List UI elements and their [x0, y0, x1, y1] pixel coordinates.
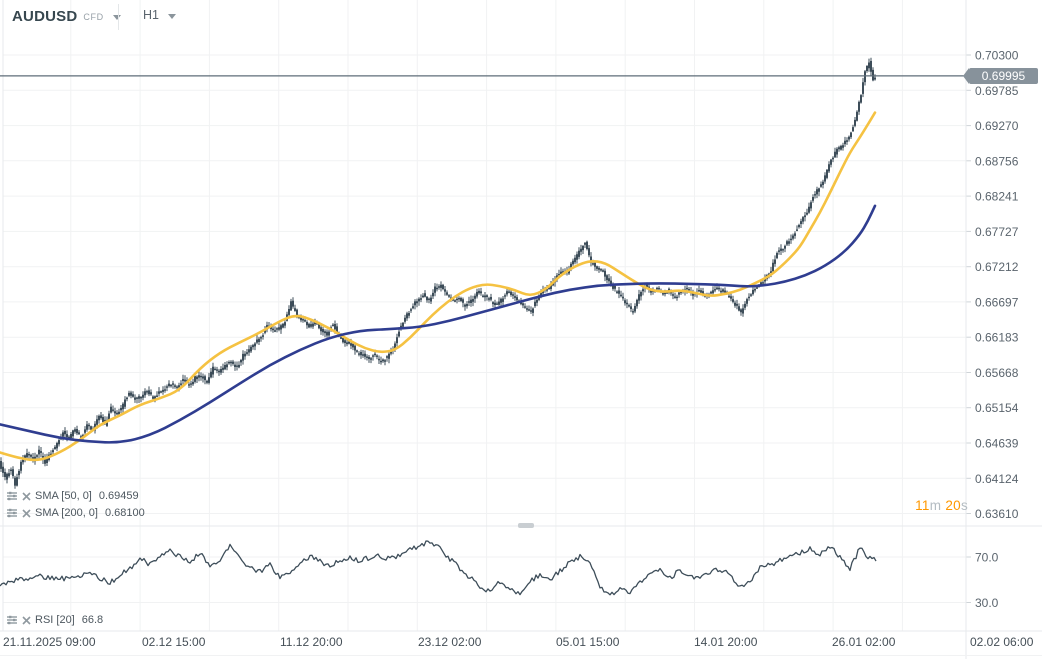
countdown-minutes: 11	[915, 498, 930, 513]
time-axis-label: 23.12 02:00	[418, 635, 482, 649]
pane-separator-handle[interactable]	[518, 523, 534, 528]
legend-rsi: RSI [20] 66.8	[6, 613, 103, 627]
price-axis-label: 0.69785	[975, 84, 1019, 98]
chevron-down-icon	[167, 13, 176, 19]
price-axis-label: 0.68756	[975, 154, 1019, 168]
sma-200-line[interactable]	[0, 204, 877, 444]
legend-sma-50: SMA [50, 0] 0.69459	[6, 489, 139, 503]
legend-sma-200: SMA [200, 0] 0.68100	[6, 506, 145, 520]
rsi-axis-label: 70.0	[975, 551, 999, 565]
countdown-seconds-unit: s	[960, 498, 968, 513]
rsi-axis-label: 30.0	[975, 596, 999, 610]
indicator-settings-icon[interactable]	[6, 615, 18, 625]
time-axis-label: 21.11.2025 09:00	[3, 635, 96, 649]
countdown-seconds: 20	[945, 498, 961, 513]
price-axis-label: 0.67212	[975, 260, 1019, 274]
grid	[3, 0, 971, 631]
price-axis-label: 0.70300	[975, 49, 1019, 63]
price-axis-label: 0.65668	[975, 366, 1019, 380]
price-axis-label: 0.68241	[975, 190, 1019, 204]
price-axis-label: 0.64639	[975, 437, 1019, 451]
price-pane[interactable]	[0, 57, 877, 489]
symbol-label: AUDUSD	[12, 8, 78, 25]
countdown-minutes-unit: m	[929, 498, 942, 513]
timeframe-label: H1	[143, 8, 159, 22]
price-axis-label: 0.67727	[975, 225, 1019, 239]
candle-bodies	[0, 61, 876, 486]
price-axis-label: 0.65154	[975, 401, 1019, 415]
rsi-label: RSI [20]	[35, 614, 75, 626]
rsi-value: 66.8	[81, 614, 104, 626]
close-icon[interactable]	[22, 508, 31, 518]
symbol-selector[interactable]: AUDUSD CFD	[12, 8, 121, 25]
price-axis[interactable]: 0.70300 0.69785 0.69270 0.68756 0.68241 0.677…	[975, 49, 1019, 611]
sma-200-value: 0.68100	[104, 507, 145, 519]
rsi-pane[interactable]	[0, 540, 877, 596]
sma-50-label: SMA [50, 0]	[35, 490, 92, 502]
sma-50-line[interactable]	[0, 111, 877, 462]
candle-countdown: 11m 20s	[915, 498, 968, 513]
chevron-down-icon	[112, 15, 121, 20]
price-axis-label: 0.66697	[975, 295, 1019, 309]
current-price-value: 0.69995	[981, 69, 1026, 83]
indicator-settings-icon[interactable]	[6, 491, 18, 501]
price-axis-label: 0.69270	[975, 119, 1019, 133]
price-axis-label: 0.66183	[975, 331, 1019, 345]
time-axis-label: 02.12 15:00	[142, 635, 206, 649]
sma-50-value: 0.69459	[98, 490, 139, 502]
instrument-type-label: CFD	[83, 11, 104, 22]
time-axis-label: 26.01 02:00	[832, 635, 896, 649]
time-axis-label: 11.12 20:00	[280, 635, 343, 649]
time-axis-label: 05.01 15:00	[556, 635, 620, 649]
header-divider	[118, 4, 119, 30]
time-axis[interactable]: 21.11.2025 09:00 02.12 15:00 11.12 20:00 23…	[3, 635, 1034, 649]
close-icon[interactable]	[22, 491, 31, 501]
price-axis-label: 0.64124	[975, 472, 1019, 486]
price-axis-label: 0.63610	[975, 507, 1019, 521]
current-price-tag: 0.69995	[963, 68, 1038, 84]
candle-wicks	[0, 57, 876, 489]
close-icon[interactable]	[22, 615, 31, 625]
timeframe-selector[interactable]: H1	[143, 8, 176, 22]
indicator-settings-icon[interactable]	[6, 508, 18, 518]
rsi-line	[0, 540, 877, 596]
sma-200-label: SMA [200, 0]	[35, 507, 98, 519]
time-axis-label: 14.01 20:00	[694, 635, 758, 649]
time-axis-label: 02.02 06:00	[970, 635, 1034, 649]
